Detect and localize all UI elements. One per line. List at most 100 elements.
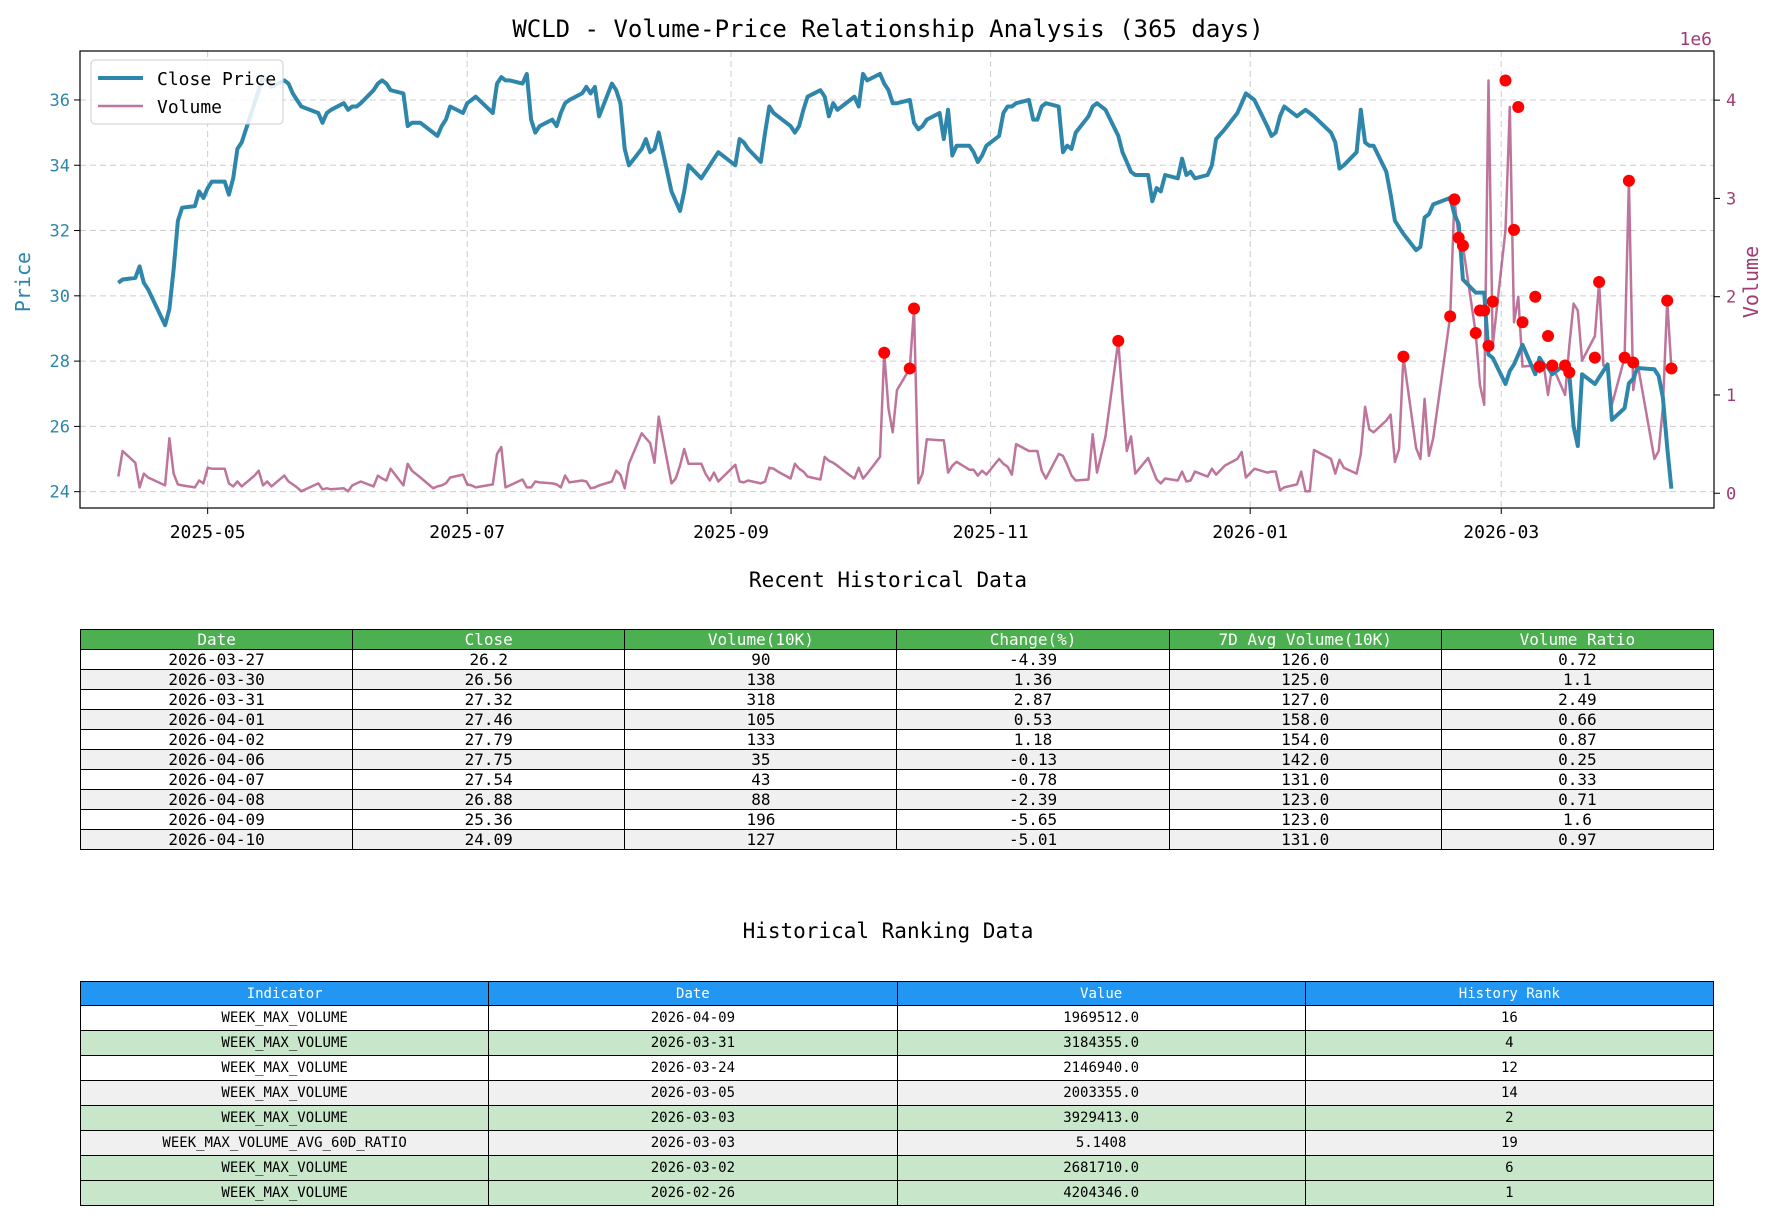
table-cell: 2.87 [896,689,1170,710]
table-row: 2026-04-02 27.79 133 1.18 154.0 0.87 [79,729,1715,750]
volume-spike-point [1533,360,1546,373]
table-cell: 26.2 [352,649,626,670]
legend-price-label: Close Price [157,69,276,90]
table-cell: 16 [1304,1005,1715,1031]
volume-spike-point [1478,304,1491,317]
table-cell: 158.0 [1168,709,1442,730]
table-row: 2026-03-27 26.2 90 -4.39 126.0 0.72 [79,649,1715,670]
table-cell: 27.46 [352,709,626,730]
table-cell: 138 [624,669,898,690]
legend: Close Price Volume [90,59,284,125]
table-cell: 27.75 [352,749,626,770]
volume-spike-point [1444,310,1457,323]
chart-title: WCLD - Volume-Price Relationship Analysi… [512,15,1263,43]
table-row: WEEK_MAX_VOLUME_AVG_60D_RATIO 2026-03-03 5… [79,1130,1715,1156]
table-row: 2026-04-10 24.09 127 -5.01 131.0 0.97 [79,829,1715,850]
table-cell: 5.1408 [896,1130,1306,1156]
recent-header-cell: Change(%) [896,629,1170,650]
volume-spike-point [1397,350,1410,363]
table-cell: -4.39 [896,649,1170,670]
table-cell: 2026-03-03 [488,1105,898,1131]
table-cell: 4204346.0 [896,1180,1306,1206]
y-tick-label: 30 [50,287,70,307]
ranking-header-cell: Value [896,981,1306,1006]
legend-volume-label: Volume [157,97,222,118]
table-cell: 24.09 [352,829,626,850]
table-cell: 25.36 [352,809,626,830]
table-cell: 6 [1304,1155,1715,1181]
y2-tick-label: 1 [1726,386,1736,406]
table-cell: 127.0 [1168,689,1442,710]
table-cell: WEEK_MAX_VOLUME [79,1180,490,1206]
table-cell: 0.87 [1440,729,1715,750]
x-tick-label: 2025-05 [170,522,246,543]
table-cell: 2026-04-02 [79,729,354,750]
table-cell: 133 [624,729,898,750]
table-cell: 2026-04-01 [79,709,354,730]
table-cell: WEEK_MAX_VOLUME [79,1030,490,1056]
table-row: WEEK_MAX_VOLUME 2026-02-26 4204346.0 1 [79,1180,1715,1206]
ranking-header-cell: Date [488,981,898,1006]
recent-table-title: Recent Historical Data [748,568,1028,592]
table-cell: WEEK_MAX_VOLUME_AVG_60D_RATIO [79,1130,490,1156]
volume-spike-point [1482,339,1495,352]
volume-spike-point [908,302,921,315]
table-row: WEEK_MAX_VOLUME 2026-03-05 2003355.0 14 [79,1080,1715,1106]
grid-lines [80,51,1714,508]
table-cell: 3929413.0 [896,1105,1306,1131]
y-axis-label: Price [11,252,35,312]
table-cell: 105 [624,709,898,730]
recent-data-table: Date Close Volume(10K) Change(%) 7D Avg Volu… [79,629,1715,850]
table-cell: 1969512.0 [896,1005,1306,1031]
x-tick-label: 2026-03 [1463,522,1539,543]
table-cell: WEEK_MAX_VOLUME [79,1155,490,1181]
volume-spike-point [1529,290,1542,303]
table-cell: 2026-03-31 [488,1030,898,1056]
volume-spike-point [1456,239,1469,252]
volume-spike-point [1627,356,1640,369]
table-cell: -0.78 [896,769,1170,790]
table-cell: 1.1 [1440,669,1715,690]
y-tick-label: 26 [50,417,70,437]
volume-spike-point [1499,74,1512,87]
table-cell: 0.72 [1440,649,1715,670]
table-cell: 154.0 [1168,729,1442,750]
table-row: 2026-04-06 27.75 35 -0.13 142.0 0.25 [79,749,1715,770]
table-cell: 2026-03-24 [488,1055,898,1081]
table-cell: 0.53 [896,709,1170,730]
table-cell: -0.13 [896,749,1170,770]
recent-header-cell: Volume(10K) [624,629,898,650]
table-cell: 1 [1304,1180,1715,1206]
recent-header-cell: Date [79,629,354,650]
table-cell: 0.97 [1440,829,1715,850]
volume-spike-point [903,362,916,375]
table-cell: 2681710.0 [896,1155,1306,1181]
recent-header-cell: Volume Ratio [1440,629,1715,650]
table-cell: 125.0 [1168,669,1442,690]
table-cell: 0.66 [1440,709,1715,730]
y2-axis-label: Volume [1739,246,1763,318]
volume-spike-point [1546,359,1559,372]
table-cell: 1.6 [1440,809,1715,830]
table-cell: -5.65 [896,809,1170,830]
table-cell: WEEK_MAX_VOLUME [79,1005,490,1031]
y-tick-label: 32 [50,222,70,242]
y2-tick-label: 2 [1726,288,1736,308]
table-cell: 123.0 [1168,789,1442,810]
table-cell: 1.36 [896,669,1170,690]
table-cell: 14 [1304,1080,1715,1106]
table-cell: 27.32 [352,689,626,710]
table-row: 2026-03-30 26.56 138 1.36 125.0 1.1 [79,669,1715,690]
volume-spike-point [1516,316,1529,329]
table-cell: 127 [624,829,898,850]
volume-spike-point [1588,351,1601,364]
plot-frame [79,50,1715,509]
table-cell: WEEK_MAX_VOLUME [79,1055,490,1081]
table-cell: WEEK_MAX_VOLUME [79,1105,490,1131]
table-cell: 27.79 [352,729,626,750]
volume-spike-point [1593,275,1606,288]
x-tick-label: 2025-07 [429,522,505,543]
table-cell: 43 [624,769,898,790]
volume-spike-point [1448,193,1461,206]
